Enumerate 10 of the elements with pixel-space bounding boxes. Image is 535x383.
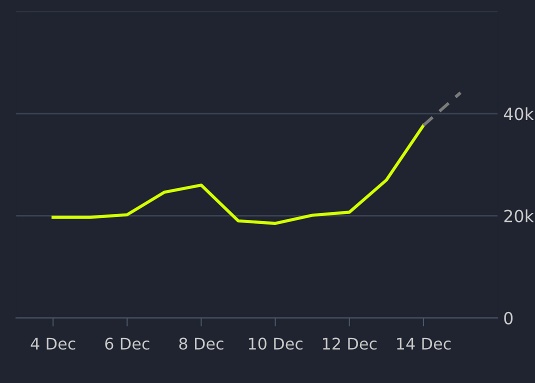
x-tick-label: 10 Dec <box>248 338 302 350</box>
x-tick-label: 8 Dec <box>179 338 224 350</box>
x-tick-label: 12 Dec <box>322 338 377 350</box>
x-tick-label: 14 Dec <box>397 338 451 350</box>
y-tick-label: 40k <box>504 107 534 120</box>
line-series <box>52 124 426 225</box>
y-tick-label: 20k <box>504 209 534 222</box>
x-tick-label: 4 Dec <box>30 338 76 350</box>
x-tick-label: 6 Dec <box>105 338 150 350</box>
y-tick-label: 0 <box>504 312 513 324</box>
